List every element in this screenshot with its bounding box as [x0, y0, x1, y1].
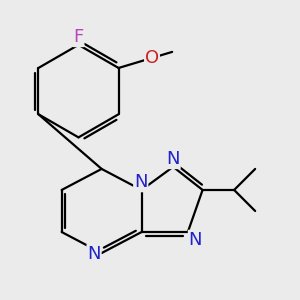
Text: N: N	[167, 150, 180, 168]
Text: N: N	[189, 231, 202, 249]
Text: N: N	[87, 245, 101, 263]
Text: O: O	[145, 49, 159, 67]
Text: N: N	[134, 173, 148, 191]
Text: F: F	[74, 28, 84, 46]
